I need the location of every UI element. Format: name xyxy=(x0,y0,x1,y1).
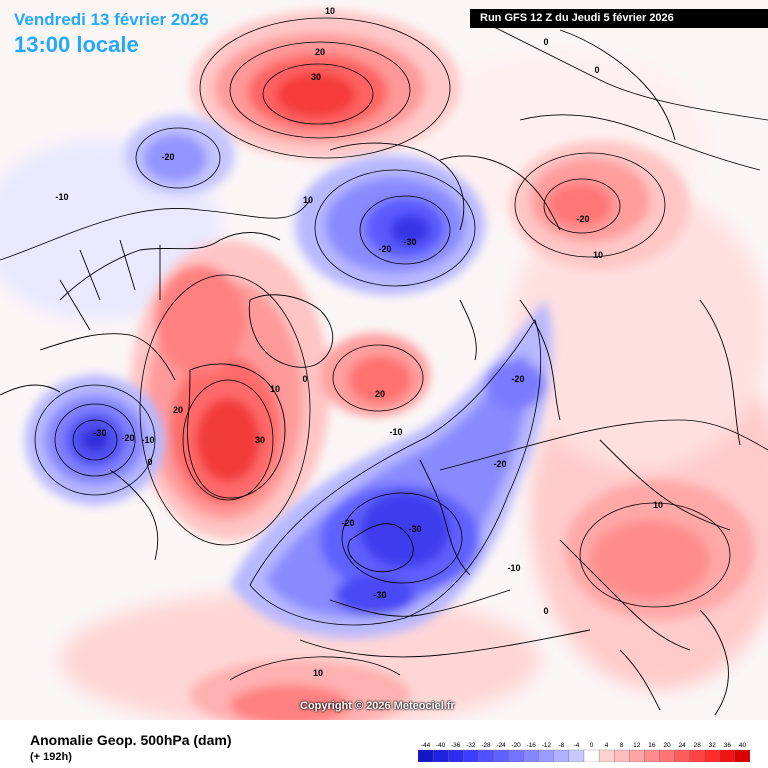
scale-tick-label: -12 xyxy=(542,742,552,749)
positive-anomaly-north-pacific xyxy=(190,10,460,160)
copyright-notice: Copyright © 2026 Meteociel.fr xyxy=(300,700,455,712)
contour-value-labels: 10 20 30 -20 -10 10 -30 -20 0 0 -20 10 10 0 20 20 -20 -10… xyxy=(55,6,663,678)
model-run-banner: Run GFS 12 Z du Jeudi 5 février 2026 xyxy=(470,9,768,28)
contour-lines xyxy=(0,17,768,681)
scale-swatch xyxy=(538,749,554,762)
scale-swatch xyxy=(644,749,660,762)
scale-tick-label: 8 xyxy=(620,742,624,749)
scale-tick-label: 28 xyxy=(694,742,702,749)
scale-swatch xyxy=(704,749,720,762)
scale-swatch xyxy=(734,749,750,762)
scale-tick-label: -28 xyxy=(481,742,491,749)
scale-tick-label: -16 xyxy=(526,742,536,749)
scale-swatch xyxy=(418,749,434,762)
scale-swatch xyxy=(629,749,645,762)
scale-tick-label: -20 xyxy=(511,742,521,749)
contour-label: -20 xyxy=(511,374,524,384)
scale-tick-label: -32 xyxy=(466,742,476,749)
contour-label: 30 xyxy=(255,435,265,445)
scale-tick-label: 20 xyxy=(663,742,671,749)
negative-anomaly-west-atlantic xyxy=(25,375,165,505)
contour-label: -20 xyxy=(161,152,174,162)
scale-tick-label: 36 xyxy=(724,742,732,749)
scale-tick-label: 12 xyxy=(633,742,641,749)
scale-swatch xyxy=(432,749,449,762)
contour-label: 10 xyxy=(270,384,280,394)
scale-swatch xyxy=(614,749,630,762)
scale-tick-label: 0 xyxy=(590,742,594,749)
contour-label: 30 xyxy=(311,72,321,82)
scale-tick-label: -36 xyxy=(451,742,461,749)
contour-label: 0 xyxy=(543,37,548,47)
contour-label: -10 xyxy=(141,435,154,445)
scale-swatch xyxy=(719,749,736,762)
contour-label: 20 xyxy=(173,405,183,415)
scale-swatch xyxy=(568,749,585,762)
scale-swatch xyxy=(553,749,570,762)
scale-tick-label: -4 xyxy=(574,742,580,749)
coastlines xyxy=(0,29,761,716)
contour-label: 20 xyxy=(375,389,385,399)
scale-swatch xyxy=(659,749,675,762)
scale-tick-label: -40 xyxy=(436,742,446,749)
positive-anomaly-greenland-canada xyxy=(130,240,430,540)
scale-swatch xyxy=(598,749,615,762)
scale-tick-label: -8 xyxy=(559,742,565,749)
contour-label: -30 xyxy=(373,590,386,600)
contour-label: -30 xyxy=(403,237,416,247)
contour-label: -20 xyxy=(493,459,506,469)
scale-swatch xyxy=(478,749,494,762)
scale-tick-label: 24 xyxy=(678,742,686,749)
contour-label: 10 xyxy=(653,500,663,510)
positive-anomaly-south xyxy=(190,660,410,720)
contour-label: -20 xyxy=(576,214,589,224)
negative-anomaly-alaska xyxy=(125,115,235,195)
contour-label: -10 xyxy=(389,427,402,437)
contour-label: 0 xyxy=(147,457,152,467)
contour-label: -30 xyxy=(93,428,106,438)
lead-time: (+ 192h) xyxy=(30,751,72,763)
contour-label: 10 xyxy=(303,195,313,205)
positive-anomaly-east-asia xyxy=(565,480,755,620)
forecast-local-time: 13:00 locale xyxy=(14,32,139,57)
contour-label: 10 xyxy=(593,250,603,260)
scale-tick-label: 40 xyxy=(739,742,747,749)
scale-swatch xyxy=(463,749,479,762)
contour-label: 0 xyxy=(543,606,548,616)
scale-tick-label: 16 xyxy=(648,742,656,749)
forecast-date: Vendredi 13 février 2026 xyxy=(14,10,209,29)
contour-label: -20 xyxy=(378,244,391,254)
contour-label: 10 xyxy=(325,6,335,16)
positive-anomaly-siberia xyxy=(510,140,690,270)
scale-swatch xyxy=(508,749,524,762)
scale-tick-label: -24 xyxy=(496,742,506,749)
contour-label: 10 xyxy=(313,668,323,678)
scale-swatch xyxy=(448,749,464,762)
contour-label: -20 xyxy=(121,433,134,443)
contour-label: -10 xyxy=(55,192,68,202)
scale-tick-label: 32 xyxy=(709,742,717,749)
scale-swatch xyxy=(583,749,600,762)
scale-swatch xyxy=(493,749,509,762)
negative-anomaly-arctic-siberia xyxy=(295,155,485,295)
contour-label: 0 xyxy=(594,65,599,75)
contour-label: -30 xyxy=(408,524,421,534)
contour-label: 0 xyxy=(302,374,307,384)
contour-label: -20 xyxy=(341,518,354,528)
field-title: Anomalie Geop. 500hPa (dam) xyxy=(30,732,232,748)
scale-swatch xyxy=(674,749,690,762)
negative-anomaly-europe xyxy=(230,300,552,638)
contour-label: 20 xyxy=(315,47,325,57)
scale-swatch xyxy=(689,749,705,762)
scale-tick-label: -44 xyxy=(421,742,431,749)
scale-tick-label: 4 xyxy=(605,742,609,749)
color-scale-legend: -44 -40 -36 -32 -28 -24 -20 -16 -12 -8 -4 0 4 8 12 16 20… xyxy=(418,742,750,762)
contour-label: -10 xyxy=(507,563,520,573)
scale-swatch xyxy=(523,749,539,762)
anomaly-map: 10 20 30 -20 -10 10 -30 -20 0 0 -20 10 10 0 20 20 -20 -10… xyxy=(0,6,768,720)
